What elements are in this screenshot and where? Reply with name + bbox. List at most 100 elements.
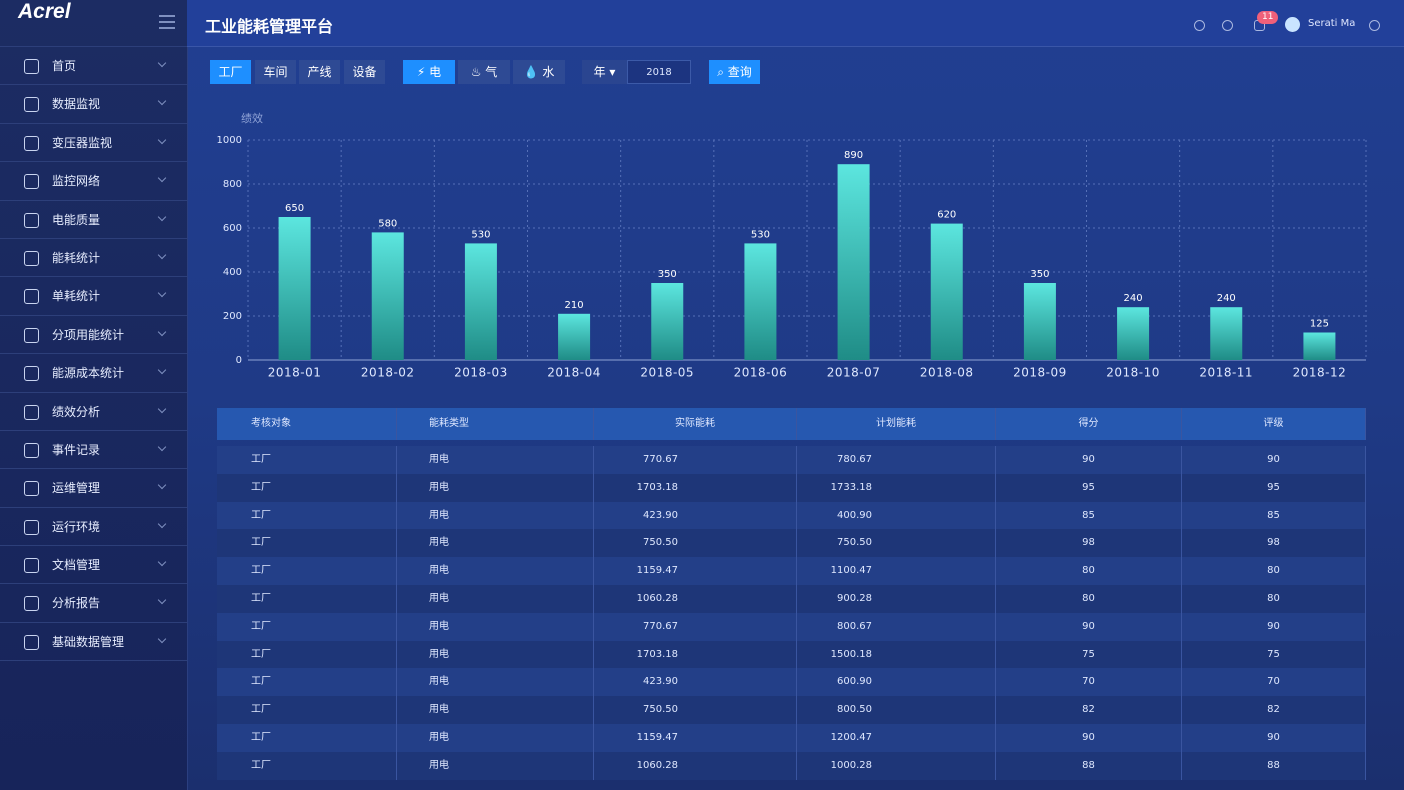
menu-label: 监控网络 — [52, 174, 101, 189]
menu-icon — [24, 404, 39, 420]
x-tick-label: 2018-01 — [268, 366, 322, 380]
table-cell: 90 — [996, 446, 1182, 474]
bar — [744, 243, 777, 360]
y-tick-label: 0 — [236, 355, 242, 366]
table-cell: 88 — [996, 751, 1182, 780]
scope-tab[interactable]: 产线 — [299, 60, 340, 84]
y-tick-label: 800 — [223, 179, 242, 190]
help-icon[interactable] — [1222, 20, 1233, 31]
x-tick-label: 2018-03 — [454, 366, 508, 380]
chevron — [157, 634, 167, 644]
table-cell: 75 — [996, 640, 1182, 669]
menu-item[interactable]: 分项用能统计 — [0, 316, 187, 355]
value-label: 240 — [1124, 293, 1143, 304]
menu-item[interactable]: 单耗统计 — [0, 277, 187, 316]
menu-item[interactable]: 文档管理 — [0, 546, 187, 585]
menu-item[interactable]: 电能质量 — [0, 201, 187, 239]
period-text: 年 — [593, 65, 606, 79]
table-cell: 用电 — [397, 696, 594, 724]
table-cell: 工厂 — [217, 668, 397, 697]
menu-item[interactable]: 事件记录 — [0, 431, 187, 470]
menu-item[interactable]: 运行环境 — [0, 508, 187, 547]
chevron — [157, 442, 167, 452]
menu-item[interactable]: 运维管理 — [0, 469, 187, 508]
value-label: 125 — [1310, 319, 1329, 330]
table-cell: 1060.28 — [594, 584, 797, 613]
table-row: 工厂 用电 1703.18 1733.18 95 95 — [217, 473, 1366, 502]
table-cell: 用电 — [397, 446, 594, 474]
menu-item[interactable]: 绩效分析 — [0, 393, 187, 431]
query-button[interactable]: ⌕ 查询 — [709, 60, 760, 84]
chevron — [157, 212, 167, 221]
menu-label: 变压器监视 — [52, 135, 113, 150]
table-cell: 75 — [1182, 640, 1366, 669]
scope-tab[interactable]: 设备 — [344, 60, 385, 84]
menu-icon — [24, 97, 39, 113]
menu-icon — [24, 212, 39, 228]
x-tick-label: 2018-11 — [1199, 366, 1253, 380]
table-cell: 用电 — [397, 529, 594, 558]
menu-item[interactable]: 基础数据管理 — [0, 623, 187, 662]
energy-tab-text: 水 — [542, 65, 555, 79]
menu-item[interactable]: 能源成本统计 — [0, 354, 187, 393]
menu-item[interactable]: 监控网络 — [0, 162, 187, 201]
menu-item[interactable]: 首页 — [0, 47, 187, 86]
notification-badge: 11 — [1257, 11, 1279, 24]
table-cell: 98 — [996, 529, 1182, 558]
menu-item[interactable]: 数据监视 — [0, 85, 187, 124]
table-cell: 用电 — [397, 557, 594, 585]
search-icon[interactable] — [1194, 20, 1205, 31]
period-select[interactable]: 年 ▾ — [582, 60, 627, 84]
y-axis-label: 绩效 — [241, 111, 263, 125]
menu-toggle[interactable] — [159, 15, 175, 29]
value-label: 530 — [471, 229, 490, 240]
scope-tab[interactable]: 车间 — [255, 60, 296, 84]
table-row: 工厂 用电 1159.47 1100.47 80 80 — [217, 557, 1366, 585]
value-label: 530 — [751, 229, 770, 240]
energy-tab[interactable]: ⚡ 电 — [403, 60, 455, 84]
table-cell: 80 — [1182, 557, 1366, 585]
table-cell: 工厂 — [217, 584, 397, 613]
table-cell: 用电 — [397, 723, 594, 752]
table-cell: 90 — [996, 723, 1182, 752]
table-row: 工厂 用电 1159.47 1200.47 90 90 — [217, 723, 1366, 752]
x-tick-label: 2018-06 — [734, 366, 788, 380]
table-cell: 770.67 — [594, 446, 797, 474]
table-row: 工厂 用电 1060.28 900.28 80 80 — [217, 584, 1366, 613]
menu-item[interactable]: 分析报告 — [0, 584, 187, 623]
avatar[interactable] — [1285, 17, 1300, 32]
table-cell: 98 — [1182, 529, 1366, 558]
menu-item[interactable]: 能耗统计 — [0, 239, 187, 278]
menu-label: 事件记录 — [52, 442, 101, 457]
chevron — [157, 250, 167, 260]
bar — [1210, 307, 1243, 360]
sidebar: Acrel 首页 数据监视 变压器监视 监控网络 电能质量 能耗统计 单耗统计 分项用能统计能… — [0, 0, 188, 790]
scope-tab[interactable]: 工厂 — [210, 60, 251, 84]
table-cell: 600.90 — [797, 668, 996, 697]
chevron — [157, 519, 167, 528]
table-cell: 82 — [996, 696, 1182, 724]
table-cell: 750.50 — [594, 696, 797, 724]
table-cell: 423.90 — [594, 668, 797, 697]
table-cell: 用电 — [397, 640, 594, 669]
user-name[interactable]: Serati Ma — [1308, 18, 1356, 29]
table-row: 工厂 用电 770.67 800.67 90 90 — [217, 612, 1366, 641]
energy-tab[interactable]: 💧 水 — [513, 60, 565, 84]
energy-tab-text: 电 — [429, 65, 442, 79]
table-cell: 750.50 — [797, 529, 996, 558]
x-tick-label: 2018-07 — [827, 366, 881, 380]
energy-tab[interactable]: ♨ 气 — [458, 60, 510, 84]
table-cell: 工厂 — [217, 751, 397, 780]
menu-label: 首页 — [52, 59, 77, 73]
year-input[interactable]: 2018 — [627, 60, 691, 84]
table-cell: 400.90 — [797, 501, 996, 530]
menu-item[interactable]: 变压器监视 — [0, 124, 187, 163]
bar — [930, 223, 963, 360]
language-icon[interactable] — [1369, 20, 1380, 31]
menu-label: 单耗统计 — [52, 289, 101, 304]
x-tick-label: 2018-10 — [1106, 366, 1160, 380]
table-cell: 750.50 — [594, 529, 797, 558]
table-cell: 800.67 — [797, 612, 996, 641]
chevron — [157, 327, 167, 336]
